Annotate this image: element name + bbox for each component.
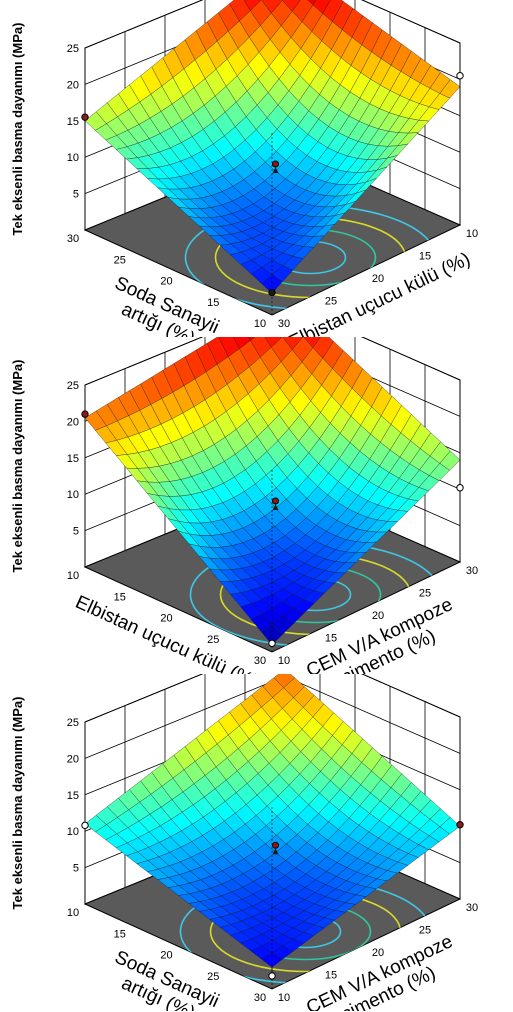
- front-axis-tick: 10: [67, 570, 79, 582]
- right-axis-tick: 25: [419, 588, 431, 600]
- z-tick-label: 25: [67, 380, 79, 392]
- front-axis-tick: 30: [254, 992, 266, 1004]
- z-tick-label: 10: [67, 826, 79, 838]
- center-point-marker-triangle: [272, 848, 279, 855]
- right-axis-tick: 25: [419, 925, 431, 937]
- right-axis-tick: 10: [278, 655, 290, 667]
- right-axis-tick: 20: [372, 610, 384, 622]
- z-tick-label: 25: [67, 43, 79, 55]
- z-tick-label: 20: [67, 753, 79, 765]
- right-axis-tick: 30: [466, 565, 478, 577]
- design-point-marker-3: [456, 72, 464, 80]
- right-axis-tick: 15: [325, 970, 337, 982]
- right-axis-tick: 30: [278, 318, 290, 330]
- design-point-marker-1: [81, 113, 89, 121]
- front-axis-tick: 15: [114, 928, 126, 940]
- z-axis-title: Tek eksenli basma dayanımı (MPa): [10, 23, 25, 236]
- surface-plot-1-svg: 5 10 15 20 25 Tek eksenli basma dayanımı (MPa…: [10, 0, 478, 337]
- right-axis-tick: 30: [466, 902, 478, 914]
- front-axis-tick: 20: [160, 950, 172, 962]
- design-point-marker-3: [268, 639, 276, 647]
- right-axis-tick: 20: [372, 947, 384, 959]
- design-point-marker-4: [456, 484, 464, 492]
- front-axis-tick: 25: [114, 254, 126, 266]
- z-tick-label: 20: [67, 79, 79, 91]
- front-axis-tick: 15: [114, 591, 126, 603]
- front-axis-tick: 10: [254, 318, 266, 330]
- right-axis-tick: 10: [466, 228, 478, 240]
- wall-grid-line: [84, 674, 461, 723]
- z-axis-title: Tek eksenli basma dayanımı (MPa): [10, 697, 25, 910]
- design-point-marker-2: [81, 821, 89, 830]
- front-axis-tick: 20: [160, 276, 172, 288]
- center-point-marker: [272, 497, 279, 505]
- z-tick-label: 20: [67, 416, 79, 428]
- center-point-marker-triangle: [272, 166, 279, 173]
- front-axis-tick: 30: [254, 655, 266, 667]
- design-point-marker-2: [81, 410, 89, 418]
- center-point-marker: [272, 841, 279, 849]
- z-tick-label: 10: [67, 152, 79, 164]
- center-point-marker-triangle: [272, 503, 279, 510]
- surface-plot-2-svg: 5 10 15 20 25 Tek eksenli basma dayanımı (MPa…: [10, 337, 478, 674]
- z-tick-label: 5: [73, 863, 79, 875]
- surface-cell: [261, 274, 283, 294]
- right-axis-tick: 15: [325, 633, 337, 645]
- front-axis-tick: 10: [67, 907, 79, 919]
- surface-plot-2: 5 10 15 20 25 Tek eksenli basma dayanımı (MPa…: [0, 337, 513, 674]
- right-axis-tick: 20: [372, 273, 384, 285]
- z-tick-label: 5: [73, 189, 79, 201]
- z-tick-label: 15: [67, 790, 79, 802]
- z-tick-label: 10: [67, 489, 79, 501]
- z-tick-label: 15: [67, 116, 79, 128]
- right-axis-tick: 10: [278, 992, 290, 1004]
- design-point-marker-4: [456, 821, 464, 829]
- z-tick-label: 15: [67, 453, 79, 465]
- front-axis-tick: 25: [207, 971, 219, 983]
- design-point-marker-3: [268, 972, 276, 980]
- right-axis-tick: 15: [419, 251, 431, 263]
- surface-plot-3: 5 10 15 20 25 Tek eksenli basma dayanımı (MPa…: [0, 674, 513, 1011]
- z-tick-label: 5: [73, 526, 79, 538]
- surface-plot-3-svg: 5 10 15 20 25 Tek eksenli basma dayanımı (MPa…: [10, 674, 478, 1011]
- front-axis-tick: 20: [160, 613, 172, 625]
- wall-grid-line: [84, 337, 461, 386]
- z-axis-title: Tek eksenli basma dayanımı (MPa): [10, 360, 25, 573]
- wall-grid-line: [84, 0, 461, 49]
- front-axis-tick: 25: [207, 634, 219, 646]
- center-point-marker: [272, 160, 279, 168]
- z-tick-label: 25: [67, 717, 79, 729]
- front-axis-tick: 30: [67, 233, 79, 245]
- surface-plot-1: 5 10 15 20 25 Tek eksenli basma dayanımı (MPa…: [0, 0, 513, 337]
- design-point-marker-2: [268, 288, 276, 297]
- right-axis-tick: 25: [325, 296, 337, 308]
- front-axis-tick: 15: [207, 297, 219, 309]
